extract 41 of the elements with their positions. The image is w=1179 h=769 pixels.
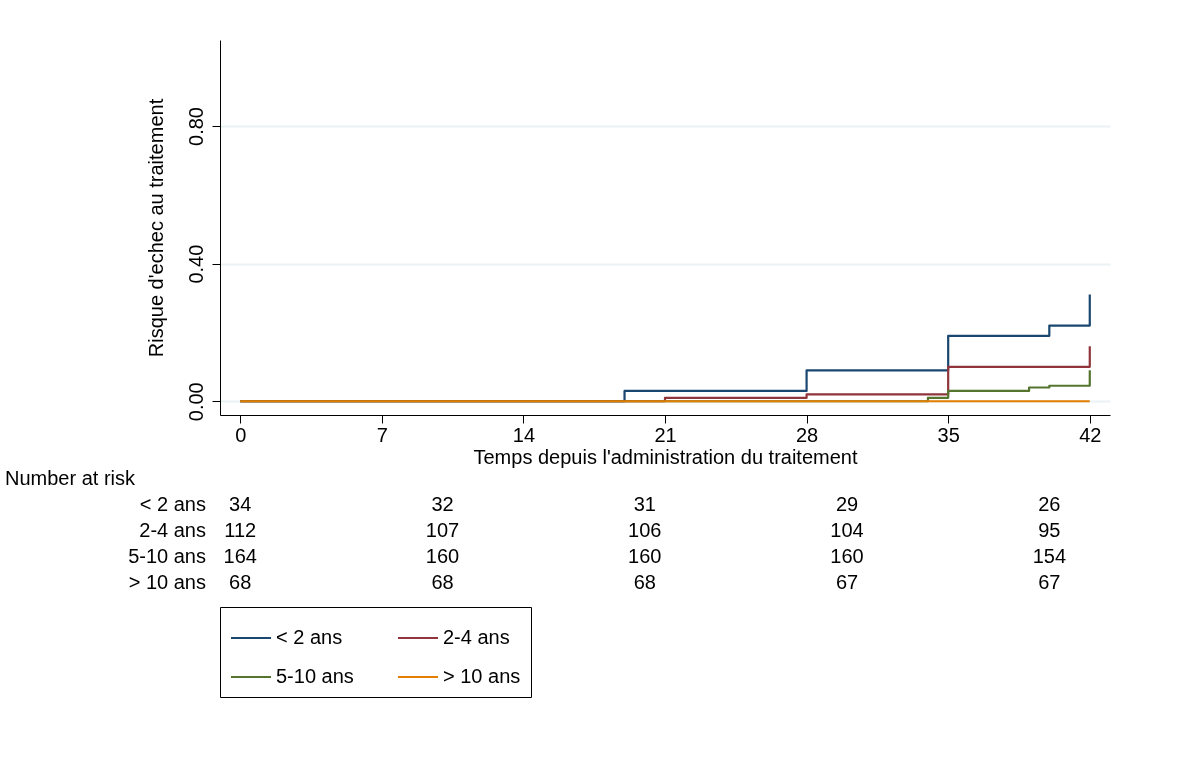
- x-tick-label: 14: [512, 423, 536, 446]
- x-tick-label: 21: [654, 423, 677, 446]
- text: 5-10 ans: [128, 545, 206, 567]
- x-tick-label: 42: [1079, 423, 1102, 446]
- y-tick-label: 0.00: [184, 382, 207, 422]
- text: 112: [224, 519, 257, 541]
- text: 31: [633, 493, 656, 515]
- text: 67: [835, 571, 859, 593]
- x-axis-title: Temps depuis l'administration du traitement: [473, 445, 858, 468]
- text: Number at risk: [5, 467, 137, 489]
- x-tick-label: 35: [937, 423, 960, 446]
- text: 107: [425, 519, 460, 541]
- legend-label: 5-10 ans: [276, 665, 354, 687]
- y-tick-label: 0.40: [184, 244, 207, 284]
- text: 68: [633, 571, 656, 593]
- text: 68: [229, 571, 252, 593]
- legend-label: < 2 ans: [276, 626, 343, 648]
- text: 67: [1038, 571, 1061, 593]
- text: 104: [830, 519, 864, 541]
- y-tick-label: 0.80: [184, 107, 207, 146]
- text: 160: [830, 545, 864, 567]
- text: 164: [223, 545, 257, 567]
- text: 160: [628, 545, 662, 567]
- text: 68: [431, 571, 454, 593]
- legend-label: > 10 ans: [443, 665, 521, 687]
- text: 154: [1032, 545, 1067, 567]
- text: < 2 ans: [139, 493, 206, 515]
- text: 29: [835, 493, 859, 515]
- x-tick-label: 7: [376, 423, 388, 446]
- text: 32: [431, 493, 454, 515]
- text: > 10 ans: [128, 571, 206, 593]
- text: 2-4 ans: [139, 519, 206, 541]
- x-tick-label: 28: [795, 423, 819, 446]
- text: 106: [628, 519, 662, 541]
- legend-label: 2-4 ans: [443, 626, 510, 648]
- text: 26: [1038, 493, 1061, 515]
- y-axis-title: Risque d'echec au traitement: [144, 98, 167, 358]
- text: 160: [425, 545, 460, 567]
- text: 95: [1038, 519, 1061, 541]
- x-tick-label: 0: [235, 423, 247, 446]
- text: 34: [229, 493, 252, 515]
